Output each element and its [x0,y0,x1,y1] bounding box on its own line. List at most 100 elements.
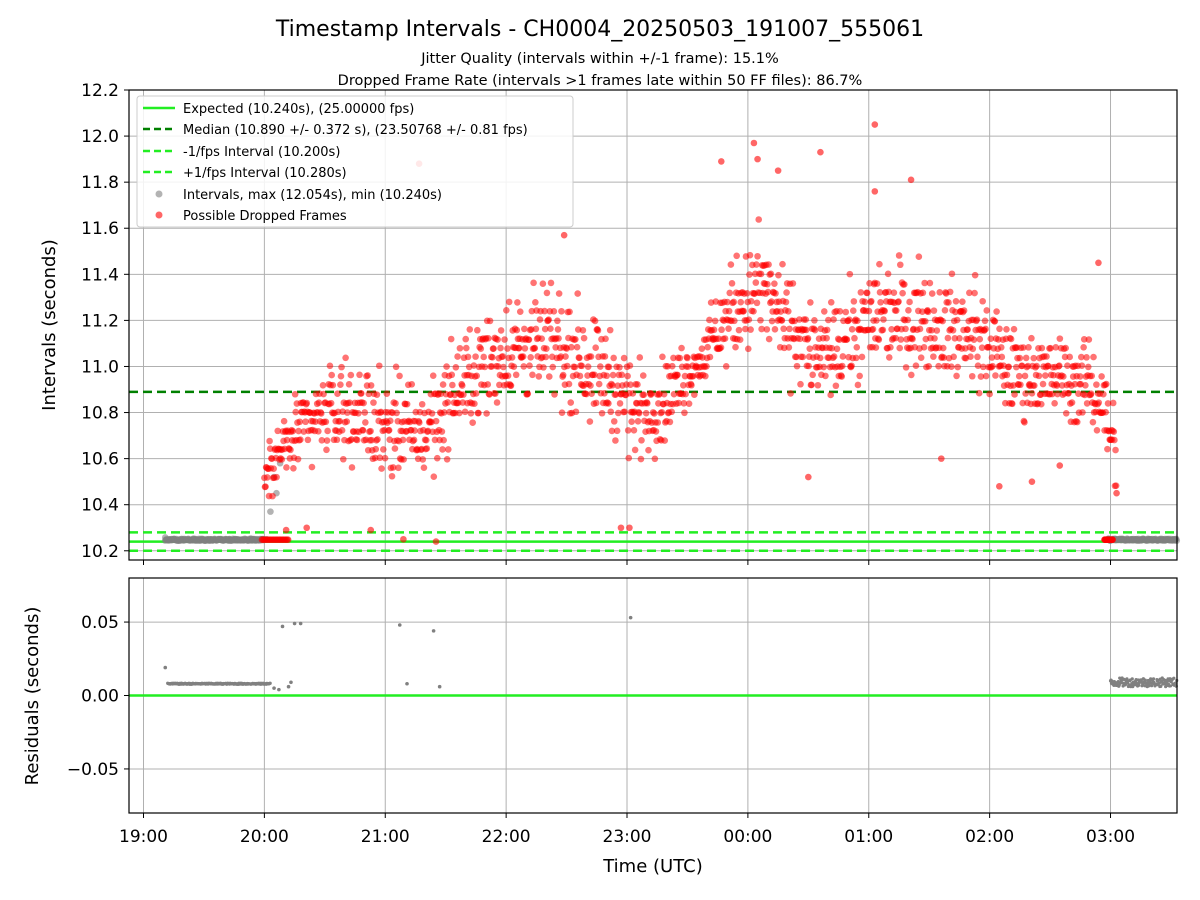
dropped-frame-point [966,289,973,297]
dropped-frame-point [928,290,936,297]
dropped-frame-point [439,381,447,388]
dropped-frame-point [1079,409,1086,416]
dropped-frame-point [997,344,1005,351]
dropped-frame-point [939,344,947,352]
dropped-frame-point [557,353,565,360]
residuals-points [163,615,1179,692]
dropped-frame-point [976,335,984,343]
dropped-frame-point [374,436,381,443]
dropped-frame-point [950,353,957,361]
dropped-frame-point [472,353,479,360]
dropped-frame-point [1050,371,1057,379]
dropped-frame-point [1104,445,1111,453]
y-tick-label: −0.05 [67,760,119,780]
dropped-frame-point [936,289,944,296]
dropped-frame-point [930,353,937,360]
dropped-frame-point [856,372,863,380]
dropped-frame-point [1017,381,1024,389]
dropped-frame-point [745,316,753,323]
x-tick-label: 00:00 [723,827,772,847]
dropped-frame-point [270,465,277,473]
dropped-frame-point [907,176,915,184]
residual-point [298,621,303,626]
dropped-frame-point [602,335,609,343]
dropped-frame-point [474,326,481,334]
dropped-frame-point [388,472,396,480]
dropped-frame-point [852,354,860,362]
dropped-frame-point [497,327,505,334]
dropped-frame-point [901,281,908,288]
dropped-frame-point [754,252,761,260]
dropped-frame-point [432,417,440,425]
dropped-frame-point [304,436,312,444]
y-tick-label: 10.2 [81,542,119,562]
chart-subtitle-jitter: Jitter Quality (intervals within +/-1 fr… [420,51,779,67]
y-tick-label: 0.00 [81,687,119,707]
residual-point [397,623,402,627]
dropped-frame-point [378,465,385,472]
dropped-frame-point [1087,390,1095,397]
dropped-frame-point [733,252,740,260]
dropped-frame-point [605,363,613,371]
dropped-frame-point [617,524,625,532]
dropped-frame-point [685,400,693,407]
dropped-frame-point [591,317,599,325]
dropped-frame-point [871,121,879,128]
dropped-frame-point [668,408,675,416]
dropped-frame-point [940,354,948,361]
dropped-frame-point [920,344,928,351]
dropped-frame-point [380,446,387,453]
dropped-frame-point [953,316,961,324]
dropped-frame-point [702,372,709,380]
dropped-frame-point [283,436,291,444]
dropped-frame-point [652,428,660,435]
dropped-frame-point [902,325,909,333]
dropped-frame-point [494,363,502,370]
dropped-frame-point [554,326,562,333]
dropped-frame-point [497,344,504,352]
dropped-frame-point [1033,362,1040,370]
dropped-frame-point [771,326,779,333]
dropped-frame-point [764,280,771,288]
y-tick-label: 0.05 [81,613,119,633]
dropped-frame-point [937,455,945,462]
dropped-frame-point [367,427,374,435]
dropped-frame-point [711,317,719,325]
dropped-frame-point [454,353,461,360]
dropped-frame-point [857,289,865,296]
dropped-frame-point [578,362,586,370]
dropped-frame-point [895,298,902,305]
dropped-frame-point [626,362,634,369]
dropped-frame-point [793,353,800,361]
dropped-frame-point [912,362,920,369]
dropped-frame-point [283,464,290,471]
dropped-frame-point [915,253,923,260]
dropped-frame-point [505,298,513,306]
dropped-frame-point [718,326,725,334]
dropped-frame-point [375,362,383,370]
dropped-frame-point [645,446,652,454]
dropped-frame-point [287,446,294,454]
dropped-frame-point [797,380,804,388]
dropped-frame-point [318,437,326,444]
dropped-frame-point [635,409,643,417]
dropped-frame-point [588,390,595,397]
dropped-frame-point [661,437,669,444]
dropped-frame-point [469,419,476,426]
dropped-frame-point [1022,390,1029,397]
dropped-frame-point [676,354,684,362]
y-tick-label: 10.6 [81,450,119,470]
dropped-frame-point [415,419,423,426]
dropped-frame-point [1060,373,1067,380]
dropped-frame-point [881,307,888,315]
dropped-frame-point [959,298,966,305]
dropped-frame-point [875,336,883,344]
dropped-frame-point [583,390,590,398]
dropped-frame-point [471,400,478,408]
legend-label-intervals: Intervals, max (12.054s), min (10.240s) [183,188,442,203]
dropped-frame-point [274,427,282,435]
x-tick-label: 01:00 [844,827,893,847]
dropped-frame-point [336,417,344,425]
dropped-frame-point [725,325,732,333]
dropped-frame-point [328,371,335,379]
